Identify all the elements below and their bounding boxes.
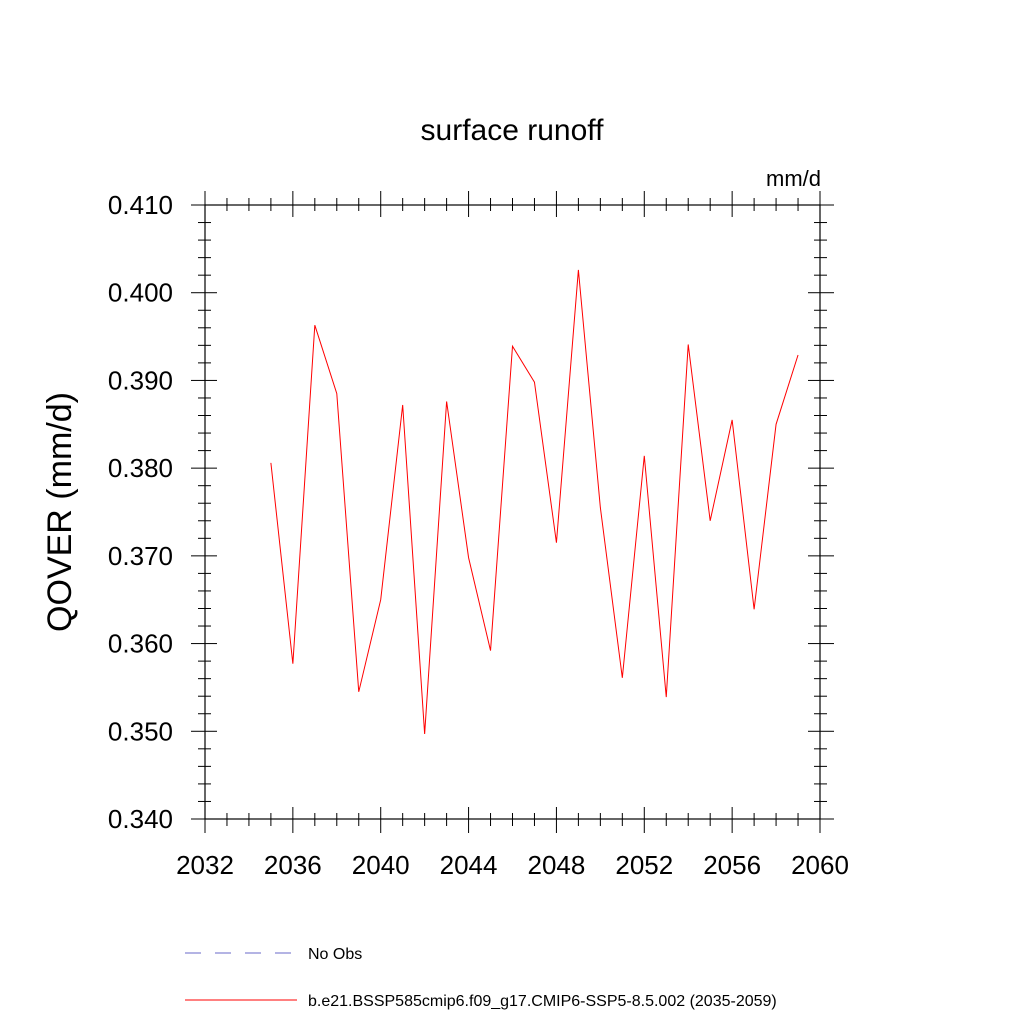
units-label: mm/d	[766, 166, 821, 191]
y-tick-label: 0.360	[108, 629, 173, 659]
plot-frame	[204, 204, 821, 820]
y-tick-label: 0.380	[108, 453, 173, 483]
series-line	[270, 269, 799, 734]
x-tick-label: 2032	[176, 850, 234, 880]
x-tick-label: 2044	[440, 850, 498, 880]
legend-label-ssp585: b.e21.BSSP585cmip6.f09_g17.CMIP6-SSP5-8.…	[308, 993, 777, 1010]
y-tick-label: 0.350	[108, 716, 173, 746]
y-tick-label: 0.400	[108, 278, 173, 308]
y-axis-label: QOVER (mm/d)	[41, 392, 79, 632]
y-tick-label: 0.340	[108, 804, 173, 834]
y-tick-label: 0.370	[108, 541, 173, 571]
x-tick-label: 2040	[352, 850, 410, 880]
x-tick-label: 2056	[703, 850, 761, 880]
legend: No Obs b.e21.BSSP585cmip6.f09_g17.CMIP6-…	[185, 946, 777, 1010]
axis-ticks	[191, 191, 834, 833]
x-tick-label: 2036	[264, 850, 322, 880]
legend-label-no-obs: No Obs	[308, 946, 362, 963]
chart-title: surface runoff	[421, 114, 605, 147]
y-tick-label: 0.410	[108, 190, 173, 220]
x-tick-label: 2060	[791, 850, 849, 880]
x-tick-label: 2052	[615, 850, 673, 880]
series-group	[270, 269, 799, 734]
y-tick-label: 0.390	[108, 365, 173, 395]
axis-tick-labels: 2032 2036 2040 2044 2048 2052 2056 2060 0.340 0.3…	[108, 190, 849, 880]
x-tick-label: 2048	[528, 850, 586, 880]
